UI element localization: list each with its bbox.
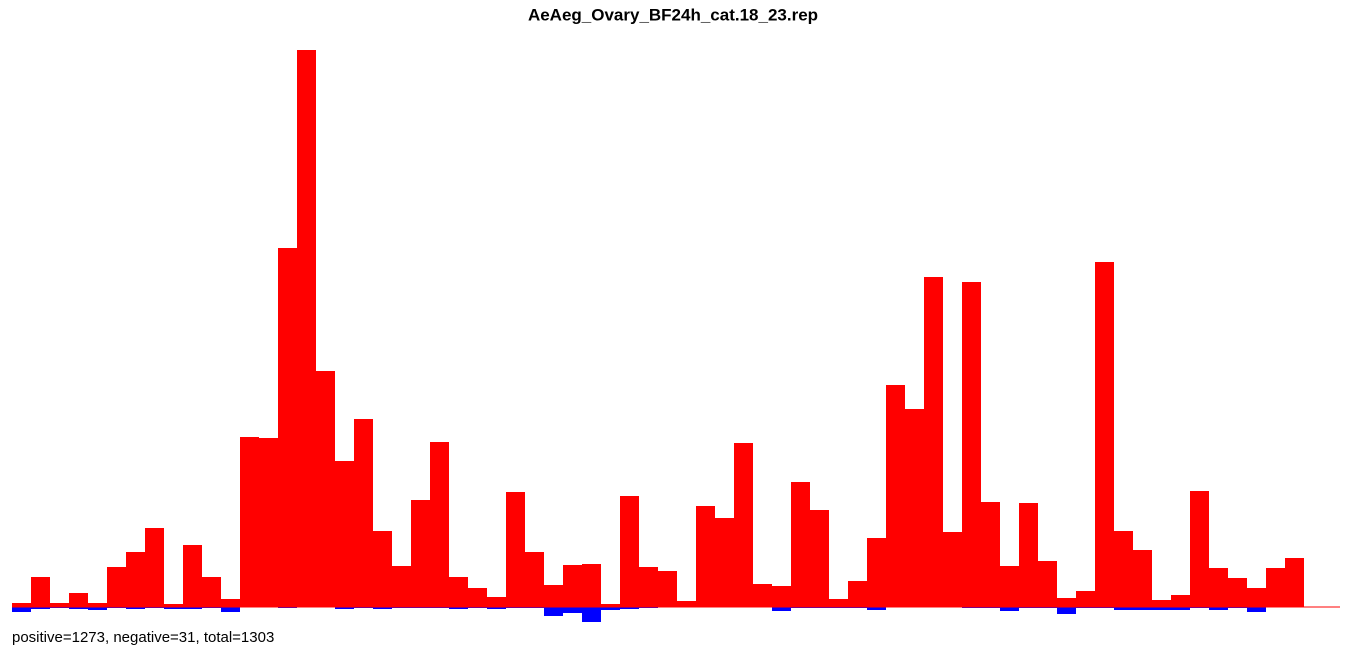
chart-title: AeAeg_Ovary_BF24h_cat.18_23.rep [528,5,818,24]
bar [1057,598,1076,607]
bar [411,500,430,607]
bar [696,506,715,607]
bar [1133,607,1152,610]
bar [354,419,373,607]
bar [734,443,753,607]
bar [1228,578,1247,607]
summary: positive=1273, negative=31, total=1303 [12,629,274,646]
bar [1285,558,1304,607]
bar [1000,607,1019,611]
bar [544,585,563,607]
bar [31,607,50,609]
bar [1190,491,1209,607]
bar [544,607,563,616]
bar [715,518,734,607]
bar [848,581,867,607]
bar [582,564,601,607]
bar [981,502,1000,607]
bar [601,607,620,610]
bar [791,482,810,607]
bar [1000,566,1019,607]
bar [829,599,848,607]
bar [620,607,639,609]
bar [202,577,221,607]
bar [658,571,677,607]
bar [88,607,107,610]
bar [1114,607,1133,610]
bar [1247,607,1266,612]
bar [373,607,392,609]
bar [506,492,525,607]
bar [525,552,544,607]
bar [50,603,69,607]
bar [1076,591,1095,607]
bar [335,607,354,609]
bar [867,607,886,610]
bar [1133,550,1152,607]
bar [430,442,449,607]
bar [1038,561,1057,607]
bar [563,607,582,613]
bar [88,603,107,607]
bar [392,566,411,607]
bar [753,584,772,607]
bar [1019,503,1038,607]
bar [582,607,601,622]
bar [1209,568,1228,607]
bar [183,607,202,609]
bar [449,577,468,607]
bar [487,607,506,609]
bar [677,601,696,607]
bar [1152,607,1171,610]
bar [240,437,259,607]
bar [1209,607,1228,610]
bar [867,538,886,607]
bar [69,607,88,609]
bar [639,567,658,607]
bar [12,603,31,607]
bar [1266,568,1285,607]
bar [164,607,183,609]
bar [772,586,791,607]
bar [620,496,639,607]
bar [1171,607,1190,610]
bar [335,461,354,607]
bar [145,528,164,607]
bar [1095,262,1114,607]
bar [924,277,943,607]
bar [107,567,126,607]
bar [1114,531,1133,607]
bar [259,438,278,607]
bar [1171,595,1190,607]
bar [1057,607,1076,614]
bar [601,604,620,607]
bar [183,545,202,607]
bar [905,409,924,607]
bar [297,50,316,607]
bar [69,593,88,607]
bar [278,248,297,607]
bar [373,531,392,607]
bar [943,532,962,607]
bar [126,607,145,609]
bar [316,371,335,607]
bar [772,607,791,611]
bar [12,607,31,612]
bar [468,588,487,607]
bar [126,552,145,607]
bar [563,565,582,607]
bar [221,607,240,612]
bar [487,597,506,607]
bar [886,385,905,607]
bar [810,510,829,607]
bar [1152,600,1171,607]
bar [164,604,183,607]
bar [221,599,240,607]
bar [962,282,981,607]
bar [1247,588,1266,607]
bar [449,607,468,609]
bar [31,577,50,607]
